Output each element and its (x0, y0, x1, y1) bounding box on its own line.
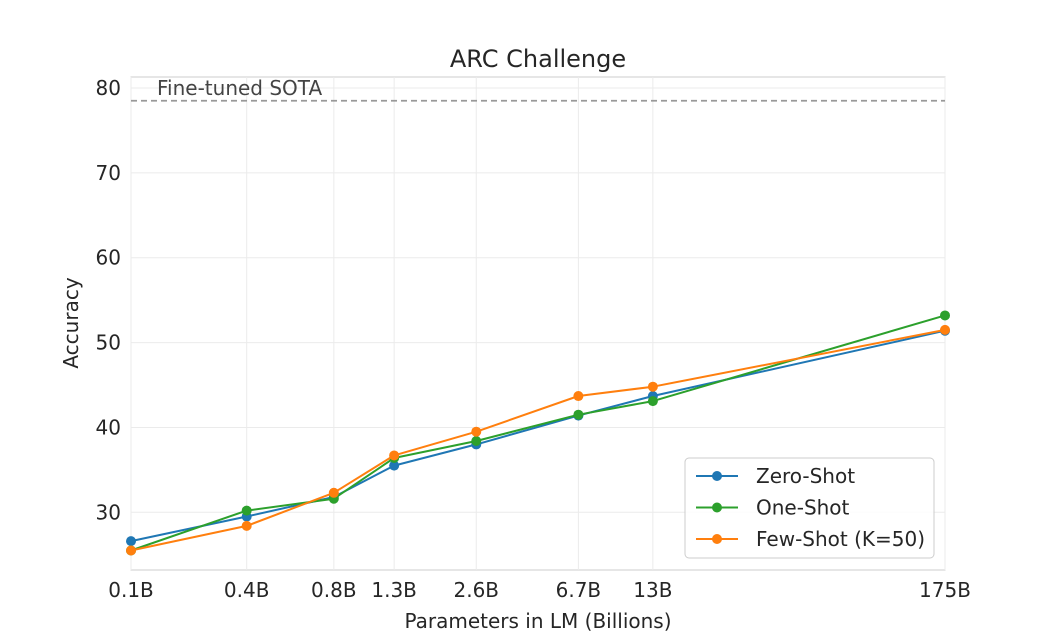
data-point-zero-shot (126, 536, 136, 547)
y-tick-label: 80 (96, 76, 121, 100)
y-tick-label: 60 (96, 246, 121, 270)
reference-line-label: Fine-tuned SOTA (157, 76, 322, 100)
x-axis-label: Parameters in LM (Billions) (404, 609, 671, 633)
data-point-few-shot-k-50 (647, 381, 658, 392)
legend-label: One-Shot (756, 496, 850, 520)
x-tick-label: 1.3B (371, 578, 417, 602)
y-tick-labels: 30 40 50 60 70 80 (96, 76, 121, 524)
x-tick-label: 0.4B (224, 578, 270, 602)
legend-label: Zero-Shot (756, 464, 855, 488)
x-tick-label: 2.6B (453, 578, 499, 602)
legend-box (684, 457, 935, 559)
data-point-one-shot (471, 436, 482, 447)
legend-marker (712, 534, 722, 544)
data-point-few-shot-k-50 (328, 487, 339, 498)
x-tick-label: 6.7B (556, 578, 602, 602)
legend: Zero-Shot One-Shot Few-Shot (K=50) (684, 457, 935, 559)
y-tick-label: 40 (96, 415, 121, 439)
legend-marker (712, 471, 722, 481)
x-tick-labels: 0.1B 0.4B 0.8B 1.3B 2.6B 6.7B 13B 175B (108, 578, 971, 602)
series-line-zero-shot (130, 329, 946, 543)
series-line-few-shot-k-50 (130, 328, 946, 552)
data-point-few-shot-k-50 (389, 450, 400, 461)
y-tick-label: 70 (96, 161, 121, 185)
x-tick-label: 0.8B (311, 578, 357, 602)
x-tick-label: 175B (919, 578, 971, 602)
x-tick-label: 0.1B (108, 578, 154, 602)
data-point-one-shot (573, 409, 584, 420)
y-tick-label: 50 (96, 331, 121, 355)
data-point-few-shot-k-50 (241, 520, 252, 531)
data-point-few-shot-k-50 (940, 324, 950, 335)
y-tick-label: 30 (96, 500, 121, 524)
series-line-one-shot (130, 314, 946, 552)
data-point-one-shot (940, 310, 950, 321)
legend-label: Few-Shot (K=50) (756, 527, 925, 551)
data-point-one-shot (647, 396, 658, 407)
chart-title: ARC Challenge (450, 45, 626, 73)
series-group (126, 310, 950, 556)
data-point-few-shot-k-50 (471, 426, 482, 437)
data-point-few-shot-k-50 (573, 391, 584, 402)
data-point-few-shot-k-50 (126, 545, 136, 556)
data-point-one-shot (241, 505, 252, 516)
legend-marker (712, 502, 722, 513)
x-tick-label: 13B (633, 578, 672, 602)
y-axis-label: Accuracy (59, 277, 83, 368)
data-point-zero-shot (389, 460, 400, 471)
